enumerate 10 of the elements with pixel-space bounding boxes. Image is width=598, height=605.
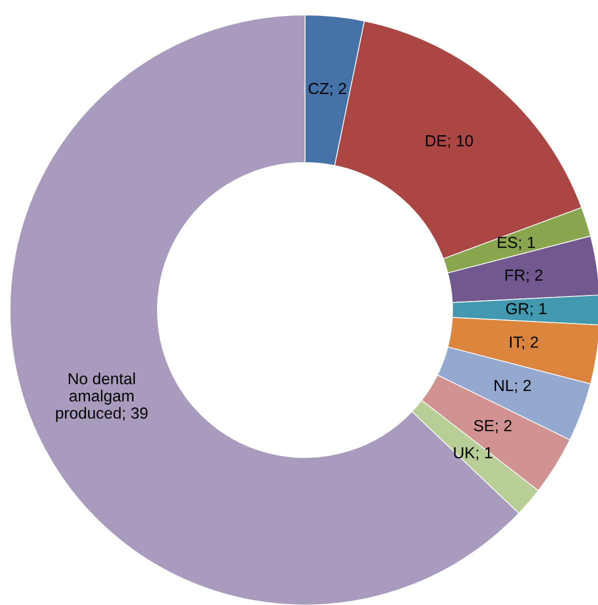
slice-label: DE; 10 (426, 135, 473, 148)
slice-label: IT; 2 (510, 336, 538, 350)
slice-label: No dental amalgam produced; 39 (56, 372, 148, 422)
slice-label: GR; 1 (506, 302, 546, 316)
slice-label: FR; 2 (505, 269, 542, 283)
slice-label: UK; 1 (454, 447, 492, 460)
slice-label: SE; 2 (474, 420, 512, 434)
slice-label: NL; 2 (494, 380, 531, 394)
slice-label: ES; 1 (498, 236, 535, 250)
slice-label: CZ; 2 (308, 82, 346, 96)
